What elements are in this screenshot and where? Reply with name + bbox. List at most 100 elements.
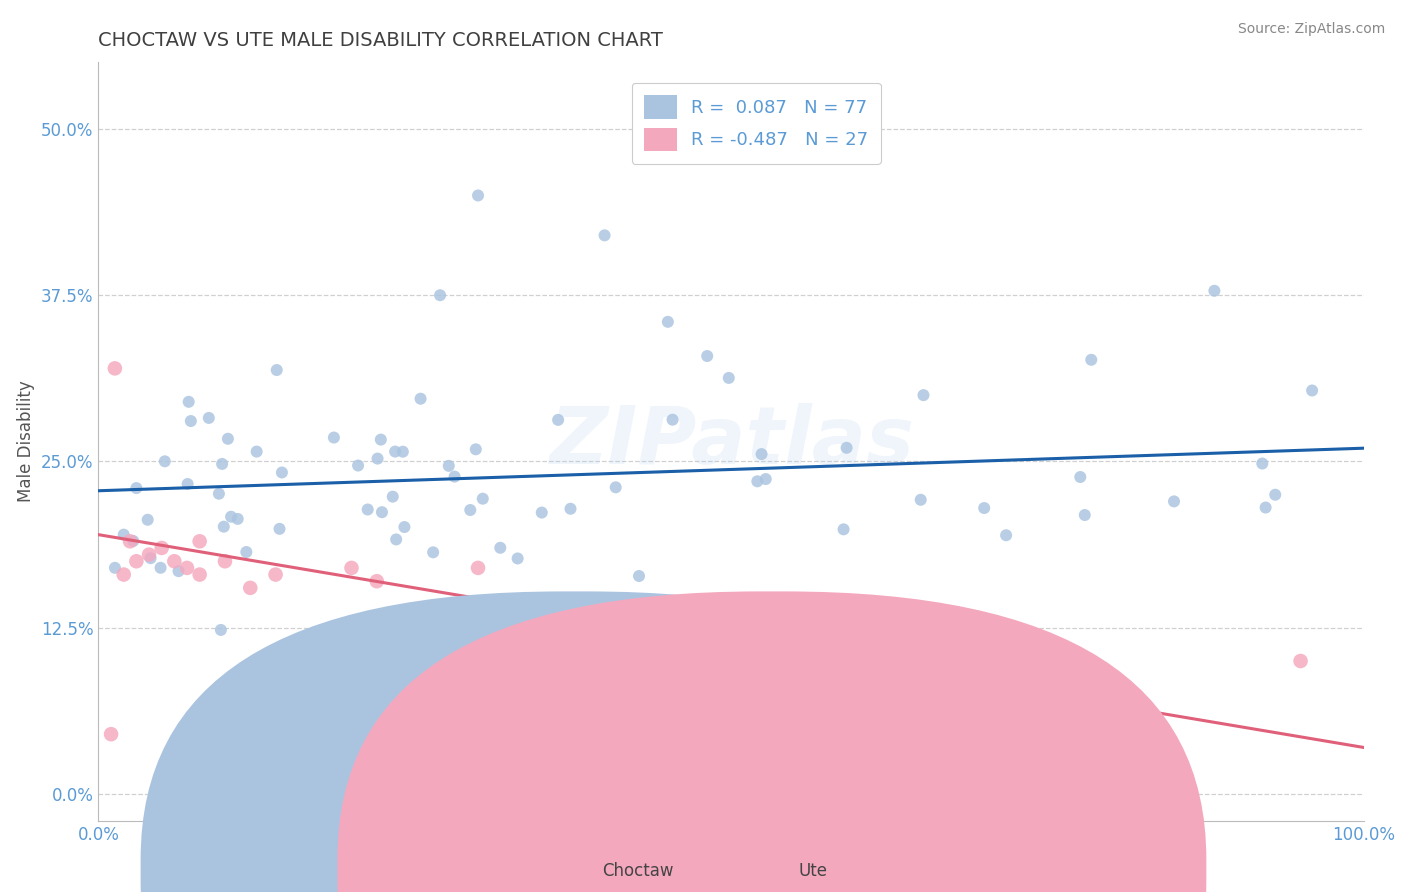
Point <box>747 475 769 489</box>
Point <box>1254 500 1277 515</box>
Point <box>138 548 160 562</box>
Point <box>467 188 489 202</box>
Point <box>367 451 389 466</box>
Point <box>409 392 432 406</box>
Point <box>198 411 221 425</box>
Point <box>995 528 1018 542</box>
Text: Ute: Ute <box>799 862 828 880</box>
Point <box>340 561 363 575</box>
Point <box>120 534 141 549</box>
Point <box>1080 352 1102 367</box>
Point <box>910 607 932 622</box>
Point <box>1163 494 1185 508</box>
Point <box>176 477 198 491</box>
Point <box>188 534 211 549</box>
Point <box>266 363 288 377</box>
Text: CHOCTAW VS UTE MALE DISABILITY CORRELATION CHART: CHOCTAW VS UTE MALE DISABILITY CORRELATI… <box>98 30 664 50</box>
Point <box>269 522 291 536</box>
Point <box>821 607 844 622</box>
Point <box>219 509 242 524</box>
Point <box>458 503 481 517</box>
Point <box>547 413 569 427</box>
Legend: R =  0.087   N = 77, R = -0.487   N = 27: R = 0.087 N = 77, R = -0.487 N = 27 <box>631 83 882 163</box>
Point <box>1289 654 1312 668</box>
Point <box>366 574 388 589</box>
Point <box>104 361 127 376</box>
Point <box>560 501 582 516</box>
Point <box>422 545 444 559</box>
Point <box>153 454 176 468</box>
Point <box>657 315 679 329</box>
Point <box>661 413 683 427</box>
Point <box>627 569 650 583</box>
Point <box>167 564 190 578</box>
Point <box>973 501 995 516</box>
Point <box>384 444 406 458</box>
Point <box>125 481 148 495</box>
Point <box>125 554 148 568</box>
Text: ZIPatlas: ZIPatlas <box>548 402 914 481</box>
Point <box>357 502 380 516</box>
Point <box>717 371 740 385</box>
Point <box>112 527 135 541</box>
Point <box>1301 384 1323 398</box>
Point <box>208 486 231 500</box>
Point <box>973 707 995 722</box>
Point <box>180 414 202 428</box>
Point <box>464 442 486 457</box>
Point <box>443 469 465 483</box>
Point <box>347 458 370 473</box>
Point <box>226 512 249 526</box>
Point <box>322 431 344 445</box>
Text: Choctaw: Choctaw <box>602 862 673 880</box>
Point <box>506 551 529 566</box>
Point <box>429 694 451 708</box>
Point <box>489 541 512 555</box>
Point <box>832 522 855 536</box>
Point <box>139 551 162 566</box>
Point <box>783 594 806 608</box>
Y-axis label: Male Disability: Male Disability <box>17 381 35 502</box>
Point <box>1069 470 1091 484</box>
Point <box>381 490 404 504</box>
Point <box>370 433 392 447</box>
Point <box>122 533 145 548</box>
Point <box>846 594 869 608</box>
Point <box>235 545 257 559</box>
Point <box>1251 457 1274 471</box>
Point <box>682 734 704 748</box>
Point <box>471 491 494 506</box>
Point <box>605 480 627 494</box>
Point <box>214 554 236 568</box>
Point <box>150 541 173 555</box>
Point <box>177 394 200 409</box>
Point <box>1074 508 1097 522</box>
Point <box>530 506 553 520</box>
Point <box>217 432 239 446</box>
Point <box>696 349 718 363</box>
Point <box>211 457 233 471</box>
Point <box>755 472 778 486</box>
Point <box>239 581 262 595</box>
Point <box>720 687 742 701</box>
Point <box>1204 284 1226 298</box>
Point <box>912 388 935 402</box>
Point <box>835 441 858 455</box>
Point <box>394 520 416 534</box>
Point <box>176 561 198 575</box>
Point <box>100 727 122 741</box>
Point <box>136 513 159 527</box>
Point <box>112 567 135 582</box>
Point <box>246 444 269 458</box>
Point <box>429 288 451 302</box>
Point <box>212 519 235 533</box>
Point <box>149 561 172 575</box>
Point <box>910 492 932 507</box>
Point <box>163 554 186 568</box>
Text: Source: ZipAtlas.com: Source: ZipAtlas.com <box>1237 22 1385 37</box>
Point <box>467 561 489 575</box>
Point <box>392 444 415 458</box>
Point <box>593 228 616 243</box>
Point <box>271 466 294 480</box>
Point <box>530 607 553 622</box>
